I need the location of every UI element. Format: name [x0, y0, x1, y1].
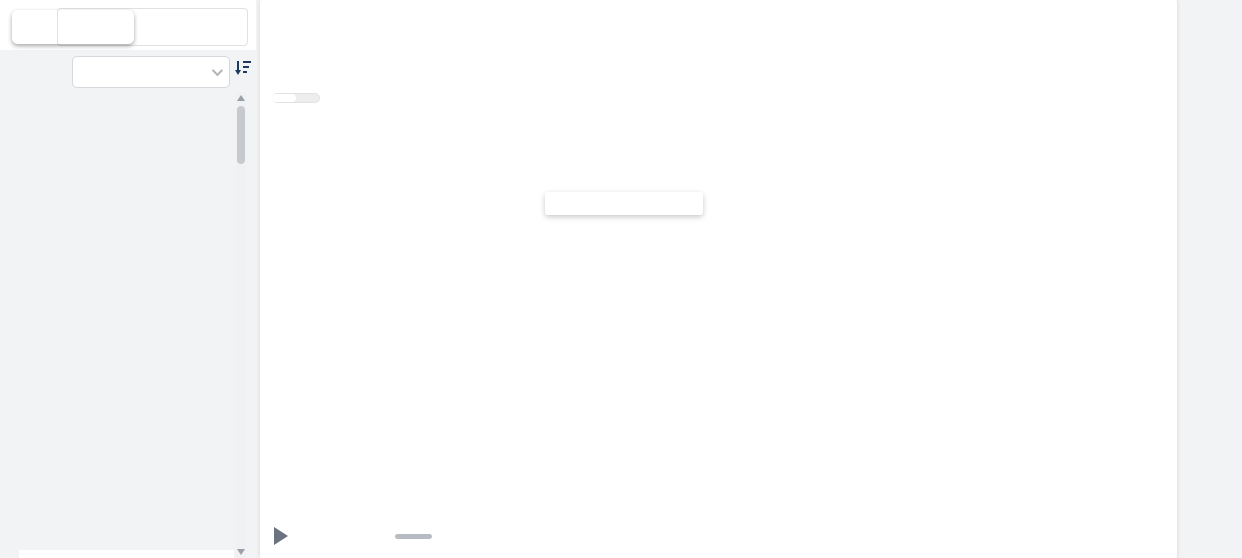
- timeline-track-active[interactable]: [446, 533, 1055, 539]
- log-toggle-button[interactable]: [295, 94, 319, 102]
- hamburger-icon: [25, 21, 40, 33]
- value-bar: [19, 550, 114, 558]
- sort-descending-icon[interactable]: [234, 58, 251, 78]
- country-list: [0, 92, 256, 558]
- timeline-handle-start[interactable]: [432, 528, 448, 544]
- sort-row: [0, 50, 256, 92]
- timeline-handle-end[interactable]: [1055, 528, 1071, 544]
- scale-toggle: [272, 93, 320, 103]
- country-list-scrollbar[interactable]: [236, 92, 246, 558]
- add-country-input[interactable]: [57, 8, 248, 46]
- chart-tooltip: [545, 192, 703, 215]
- linear-toggle-button[interactable]: [272, 94, 296, 102]
- contents-button[interactable]: [12, 10, 134, 44]
- scroll-down-arrow-icon[interactable]: [237, 549, 245, 555]
- play-button[interactable]: [274, 527, 288, 545]
- timeline-track-inactive[interactable]: [395, 534, 432, 539]
- scrollbar-thumb[interactable]: [237, 106, 245, 164]
- scroll-up-arrow-icon[interactable]: [237, 95, 245, 101]
- line-chart-plot[interactable]: [287, 130, 1047, 476]
- chevron-down-icon: [211, 64, 224, 77]
- partial-list-row: [19, 550, 234, 558]
- owid-logo[interactable]: [1098, 20, 1161, 56]
- sort-dropdown[interactable]: [72, 56, 230, 88]
- chart-card: [260, 0, 1177, 558]
